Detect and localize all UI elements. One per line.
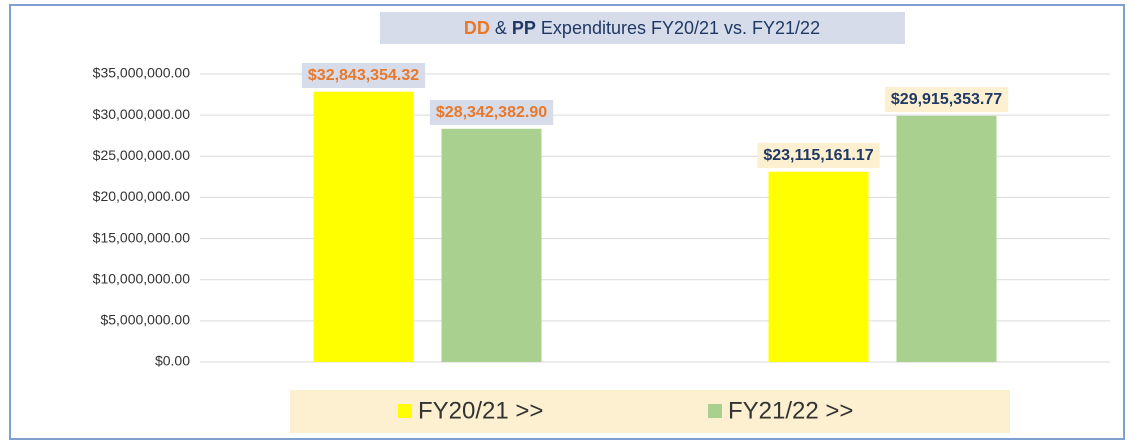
legend-swatch bbox=[708, 404, 722, 418]
value-label: $28,342,382.90 bbox=[436, 104, 547, 121]
y-tick-label: $25,000,000.00 bbox=[93, 147, 191, 163]
y-tick-label: $5,000,000.00 bbox=[100, 312, 190, 328]
y-tick-label: $30,000,000.00 bbox=[93, 106, 191, 122]
y-tick-label: $15,000,000.00 bbox=[93, 229, 191, 245]
value-label-background bbox=[301, 62, 426, 88]
value-label-background bbox=[757, 143, 880, 169]
y-tick-label: $10,000,000.00 bbox=[93, 270, 191, 286]
y-tick-label: $0.00 bbox=[155, 353, 190, 369]
bar bbox=[441, 128, 542, 362]
bar bbox=[768, 171, 869, 362]
legend-swatch bbox=[398, 404, 412, 418]
value-label: $32,843,354.32 bbox=[308, 67, 419, 84]
bar bbox=[313, 91, 414, 362]
title-part: Expenditures FY20/21 vs. FY21/22 bbox=[536, 18, 820, 38]
value-label: $29,915,353.77 bbox=[891, 91, 1002, 108]
bar bbox=[896, 115, 997, 362]
y-tick-label: $20,000,000.00 bbox=[93, 188, 191, 204]
value-label-background bbox=[884, 87, 1009, 113]
title-part: PP bbox=[512, 18, 536, 38]
legend-label: FY21/22 >> bbox=[728, 397, 853, 424]
value-label: $23,115,161.17 bbox=[763, 147, 873, 164]
chart-title: DD & PP Expenditures FY20/21 vs. FY21/22 bbox=[464, 18, 820, 38]
legend-label: FY20/21 >> bbox=[418, 397, 543, 424]
title-part: & bbox=[490, 18, 512, 38]
title-background bbox=[380, 12, 905, 44]
title-part: DD bbox=[464, 18, 490, 38]
value-label-background bbox=[429, 100, 554, 126]
y-tick-label: $35,000,000.00 bbox=[93, 65, 191, 81]
